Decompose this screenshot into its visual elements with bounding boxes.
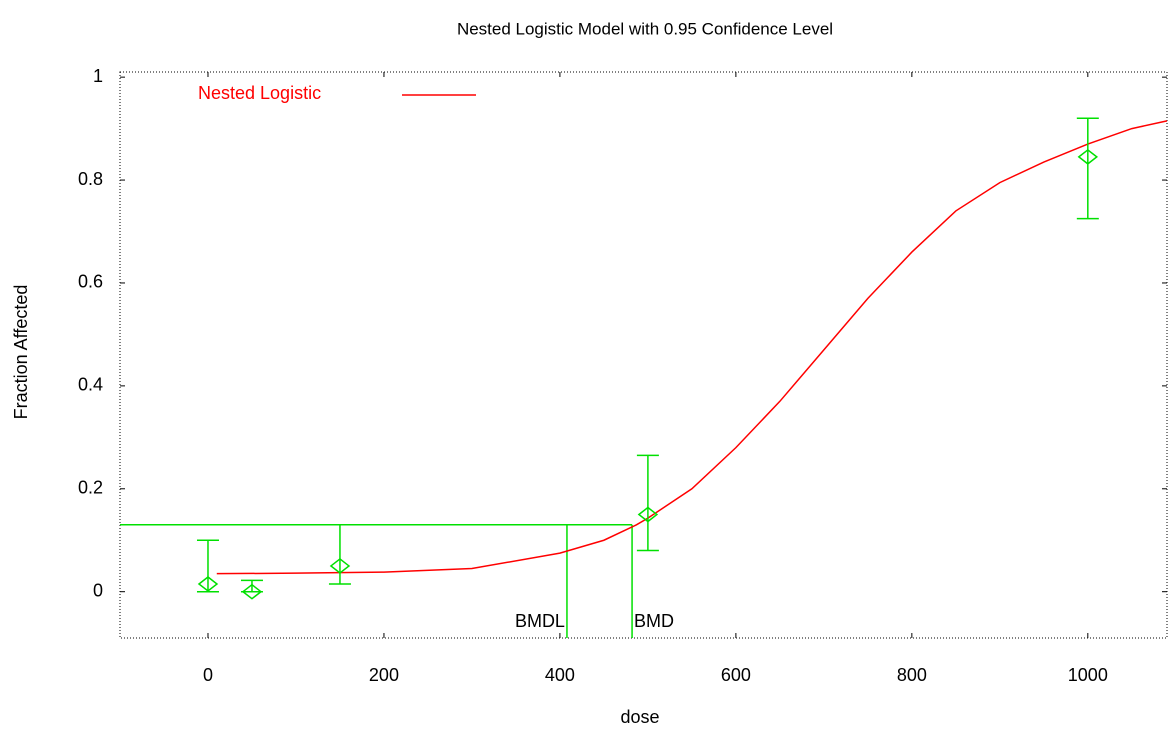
x-tick-label: 0 [203,665,213,685]
plot-frame [119,71,1168,639]
legend-label: Nested Logistic [198,83,321,103]
error-bar [1076,117,1099,220]
bmdl-label: BMDL [515,611,565,631]
model-curve [216,120,1168,575]
x-tick-label: 600 [721,665,751,685]
error-bar [328,524,351,585]
error-bar [196,539,219,593]
y-tick-label: 0 [93,580,103,600]
error-bar [240,579,263,593]
data-point [1077,148,1099,165]
y-tick-label: 0.2 [78,478,103,498]
y-tick-label: 0.6 [78,272,103,292]
data-point [329,558,351,574]
data-point [197,576,219,592]
data-point [241,583,263,600]
y-axis-label: Fraction Affected [11,285,31,420]
y-tick-label: 1 [93,66,103,86]
x-tick-label: 200 [369,665,399,685]
x-tick-label: 1000 [1068,665,1108,685]
x-axis-label: dose [620,707,659,727]
y-tick-label: 0.4 [78,375,103,395]
y-tick-label: 0.8 [78,169,103,189]
x-tick-label: 400 [545,665,575,685]
bmd-label: BMD [634,611,674,631]
error-bar [636,454,659,552]
data-point [637,506,659,523]
chart-title: Nested Logistic Model with 0.95 Confiden… [457,19,833,38]
x-tick-label: 800 [897,665,927,685]
